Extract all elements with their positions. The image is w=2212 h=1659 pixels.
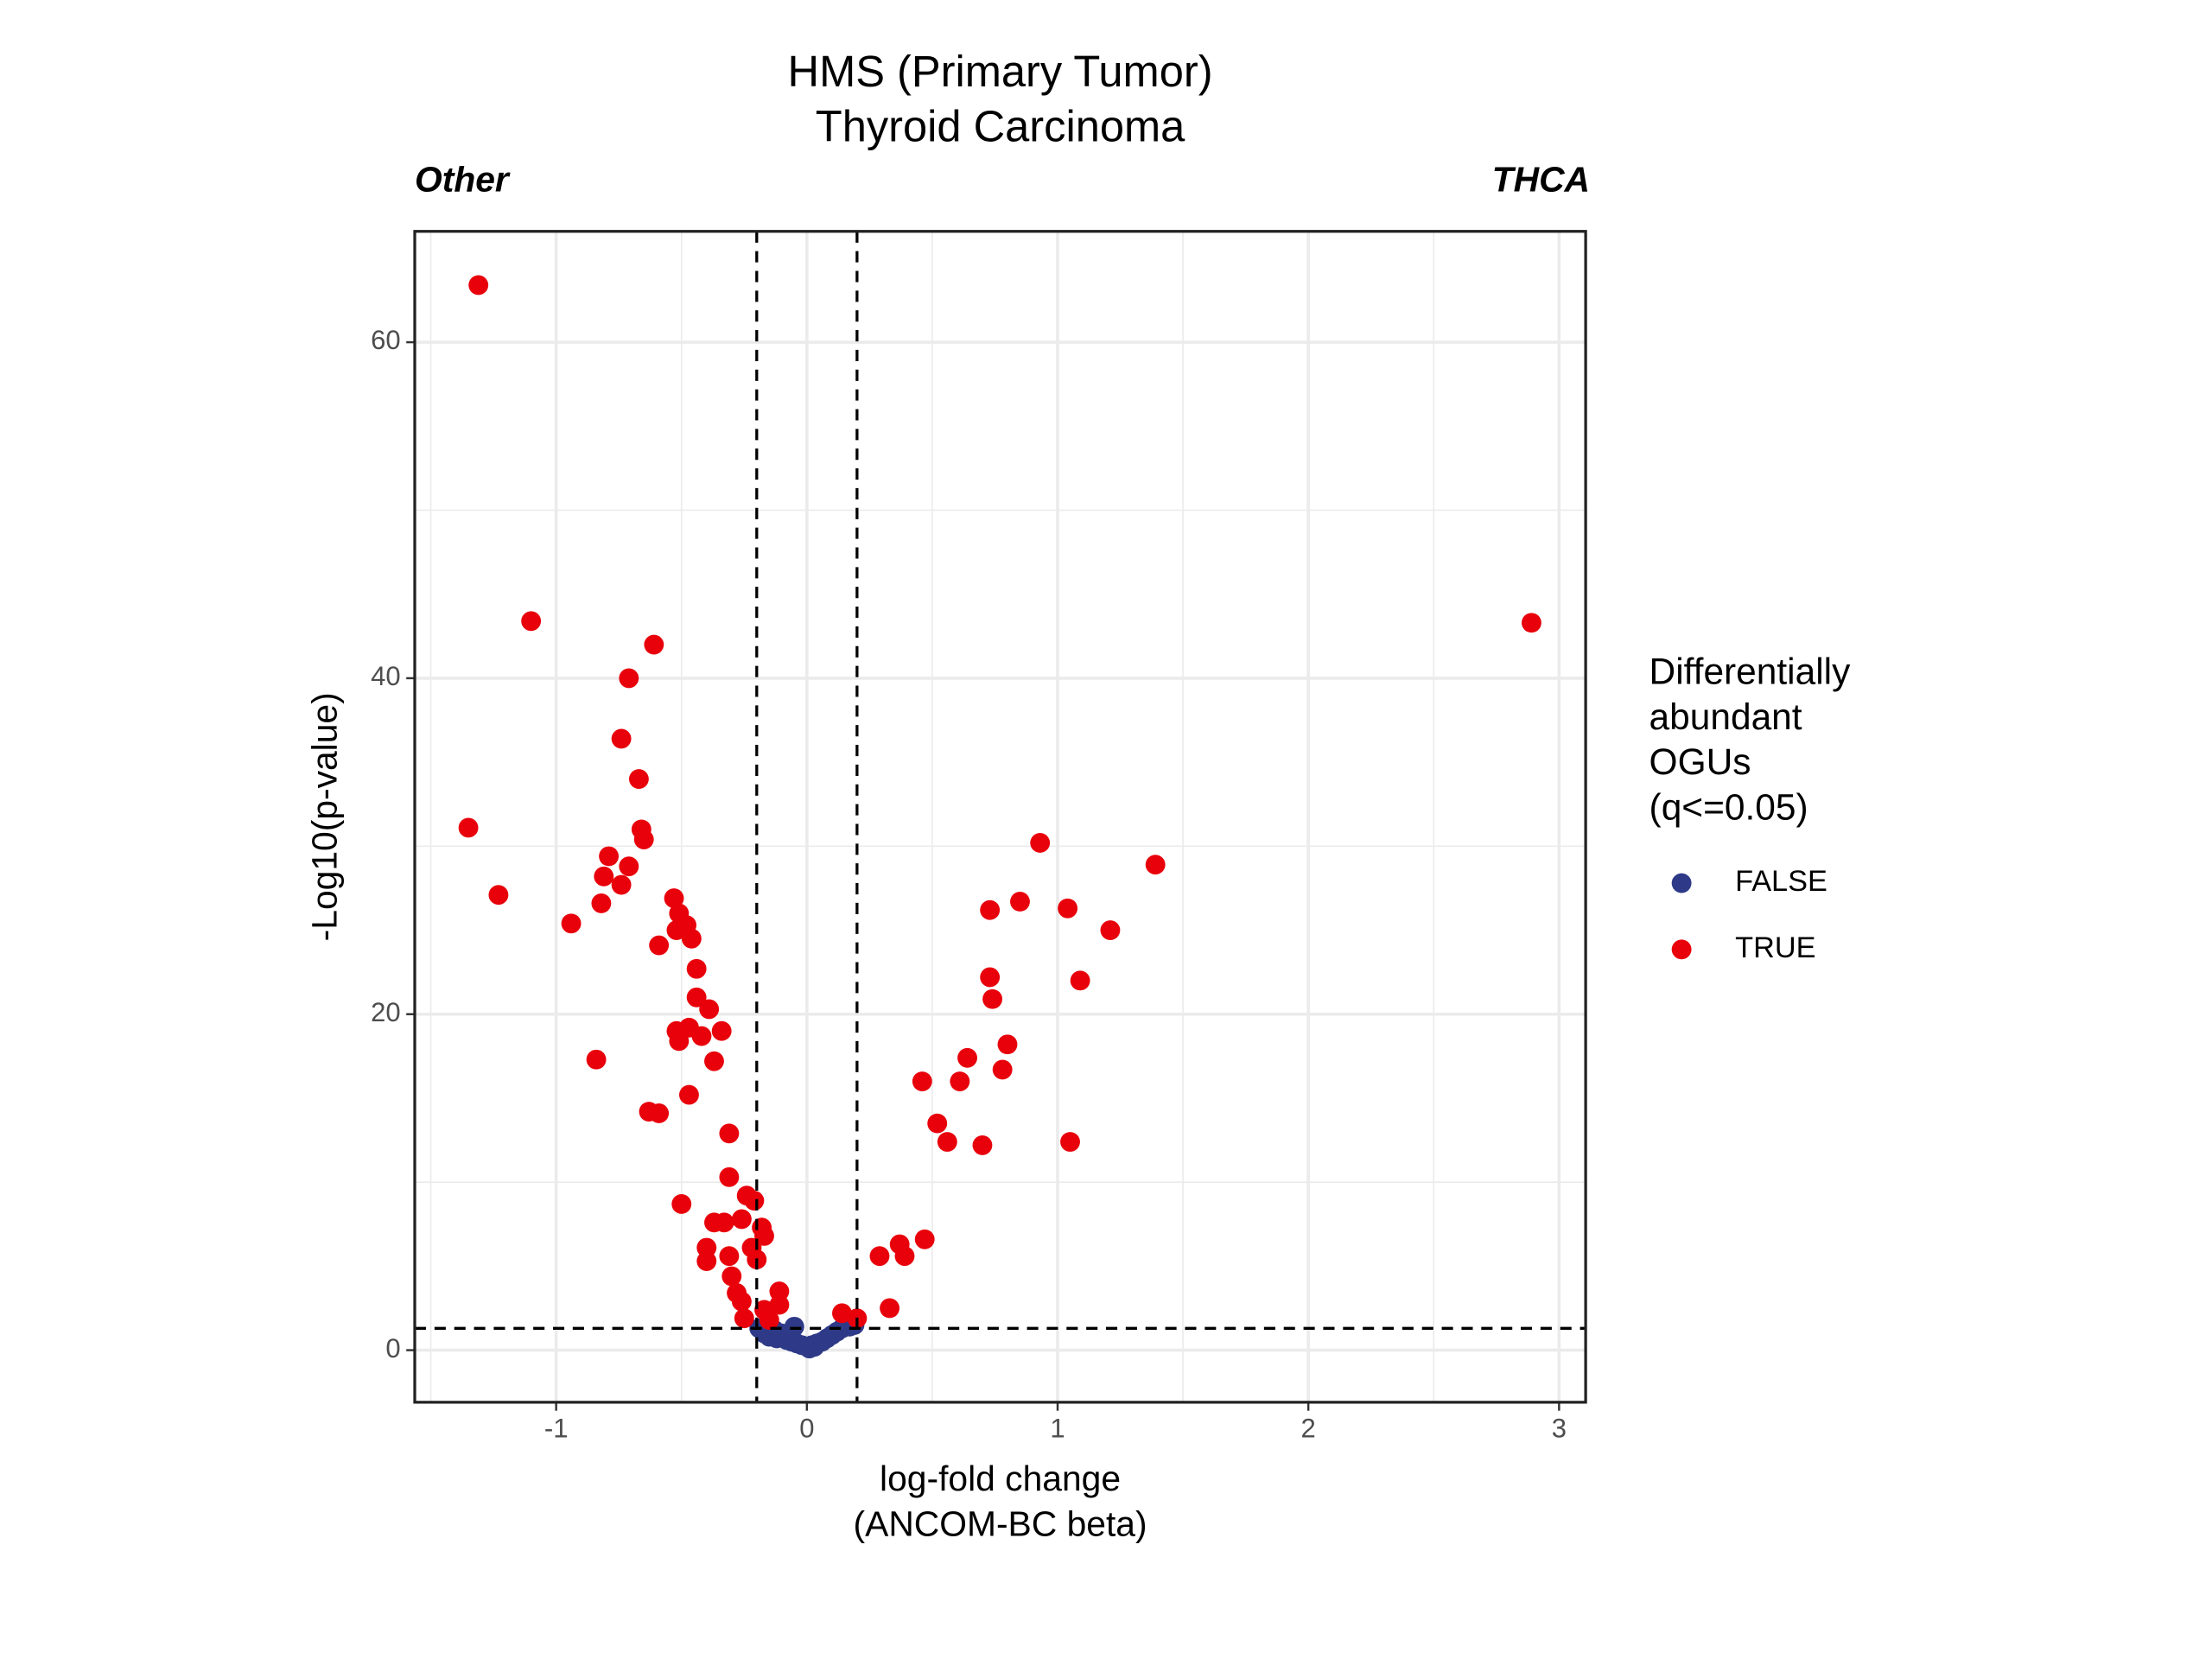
point [669,1031,690,1052]
point [937,1132,957,1152]
point [1030,833,1051,853]
point [950,1071,970,1091]
point [869,1246,890,1267]
point [927,1113,948,1134]
point [671,1194,692,1214]
x-axis-title: log-fold change [880,1459,1121,1498]
legend-key [1671,939,1692,960]
point [561,913,582,934]
point [521,611,542,632]
point [696,1251,717,1271]
point [628,769,649,789]
x-tick-label: 0 [799,1414,814,1444]
point [997,1034,1018,1055]
y-tick-label: 0 [385,1333,400,1363]
y-tick-label: 60 [371,325,401,355]
chart-title: HMS (Primary Tumor) [788,47,1213,96]
point [880,1298,900,1319]
point [686,958,707,979]
point [649,935,670,956]
point [980,899,1001,920]
point [458,817,479,838]
point [619,856,639,877]
annotation: THCA [1492,159,1590,199]
point [734,1308,754,1329]
point [488,885,509,906]
point [992,1059,1013,1080]
legend-label: TRUE [1735,931,1815,964]
point [594,866,614,887]
point [1070,970,1090,991]
point [468,275,489,296]
annotation: Other [415,159,511,199]
point [591,893,612,913]
chart-subtitle: Thyroid Carcinoma [816,102,1185,151]
point [586,1049,607,1070]
point [699,999,720,1020]
point [1521,613,1541,633]
point [1010,892,1030,912]
point [681,928,702,949]
y-axis-title: -Log10(p-value) [305,692,345,941]
panel-border [413,230,1587,1404]
point [769,1294,790,1315]
point [633,830,654,849]
point [714,1212,734,1233]
point [731,1291,752,1312]
point [704,1051,724,1071]
point [754,1225,774,1246]
x-tick-label: -1 [544,1414,569,1444]
point [731,1209,752,1230]
point [832,1303,852,1324]
point [894,1246,915,1267]
legend-title: abundant [1649,696,1802,737]
point [1058,898,1078,918]
legend-title: OGUs [1649,741,1751,782]
point [744,1191,765,1211]
point [619,668,639,689]
legend-key [1671,873,1692,893]
point [711,1020,732,1041]
point [784,1316,804,1337]
y-tick-label: 40 [371,661,401,691]
point [649,1103,670,1123]
y-tick-label: 20 [371,997,401,1027]
x-tick-label: 3 [1552,1414,1567,1444]
point [644,634,664,655]
point [664,888,684,909]
point [679,1084,699,1105]
x-axis-title: (ANCOM-BC beta) [854,1503,1147,1543]
point [599,846,620,867]
legend-title: Differentially [1649,652,1852,692]
x-tick-label: 2 [1301,1414,1316,1444]
point [759,1310,779,1331]
point [972,1135,993,1155]
point [912,1071,932,1091]
legend-label: FALSE [1735,865,1827,898]
legend-title: (q<=0.05) [1649,786,1808,827]
point [611,728,632,749]
point [980,967,1001,988]
point [686,987,707,1007]
point [721,1266,742,1287]
point [719,1123,740,1144]
point [1145,855,1166,875]
point [719,1166,740,1187]
point [957,1047,977,1068]
point [719,1246,740,1267]
point [691,1026,712,1046]
point [1100,920,1121,940]
point [982,988,1002,1009]
point [611,874,632,895]
x-tick-label: 1 [1050,1414,1065,1444]
point [914,1229,935,1249]
point [1060,1132,1080,1152]
